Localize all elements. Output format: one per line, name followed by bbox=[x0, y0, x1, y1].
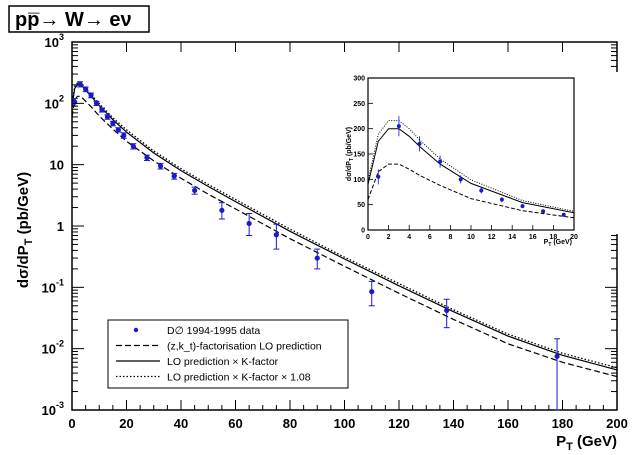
x-tick-label: 160 bbox=[497, 416, 519, 431]
data-point bbox=[144, 155, 150, 161]
legend-label: D∅ 1994-1995 data bbox=[167, 325, 260, 337]
series-line-dashed bbox=[71, 95, 618, 378]
data-point bbox=[192, 187, 198, 194]
legend-label: LO prediction × K-factor × 1.08 bbox=[167, 372, 311, 384]
y-tick-label: 1 bbox=[57, 219, 64, 234]
chart-title-box: pp̅→ W→ eν bbox=[8, 5, 150, 33]
data-point bbox=[99, 107, 105, 113]
inset-series-line-solid bbox=[367, 128, 575, 214]
inset-x-tick-label: 10 bbox=[467, 234, 475, 241]
data-point bbox=[72, 99, 78, 105]
inset-x-tick-label: 0 bbox=[366, 234, 370, 241]
inset-data-point bbox=[541, 209, 546, 214]
x-tick-label: 140 bbox=[443, 416, 465, 431]
legend-marker bbox=[133, 327, 139, 333]
x-tick-label: 0 bbox=[68, 416, 75, 431]
data-point bbox=[88, 92, 94, 98]
legend-label: (z,k_t)-factorisation LO prediction bbox=[167, 341, 322, 353]
legend: D∅ 1994-1995 data (z,k_t)-factorisation L… bbox=[107, 319, 349, 389]
data-point bbox=[121, 132, 127, 139]
x-tick-label: 20 bbox=[119, 416, 133, 431]
x-tick-label: 100 bbox=[334, 416, 356, 431]
data-point bbox=[369, 289, 375, 295]
data-point bbox=[219, 207, 225, 213]
inset-y-axis-title: dσ/dPT (pb/GeV) bbox=[346, 127, 355, 181]
inset-y-tick-label: 250 bbox=[353, 101, 365, 108]
inset-data-point bbox=[376, 174, 381, 179]
inset-y-tick-label: 50 bbox=[357, 202, 365, 209]
inset-y-tick-label: 300 bbox=[353, 76, 365, 83]
y-tick-label: 102 bbox=[45, 93, 64, 111]
x-tick-label: 200 bbox=[606, 416, 628, 431]
series-line-dotted bbox=[71, 82, 618, 369]
inset-data-point bbox=[499, 197, 504, 202]
y-tick-label: 10-3 bbox=[42, 400, 64, 418]
x-tick-label: 80 bbox=[283, 416, 297, 431]
data-point bbox=[314, 255, 320, 261]
svg-text:PT (GeV): PT (GeV) bbox=[556, 433, 617, 453]
inset-data-point bbox=[438, 159, 443, 164]
chart-title: pp̅→ W→ eν bbox=[15, 9, 132, 31]
inset-x-tick-label: 14 bbox=[508, 234, 516, 241]
data-point bbox=[104, 114, 111, 120]
data-point bbox=[554, 353, 560, 359]
data-point bbox=[444, 307, 450, 314]
data-point bbox=[77, 81, 83, 87]
inset-y-tick-label: 150 bbox=[353, 152, 365, 159]
inset-chart: 0 2 4 6 8 10 12 14 16 18 20 0 50 100 150 200 250 300 dσ/… bbox=[341, 72, 619, 248]
y-tick-label: 10-2 bbox=[42, 339, 64, 357]
x-tick-label: 40 bbox=[174, 416, 188, 431]
data-point bbox=[273, 232, 279, 238]
y-axis-title: dσ/dPT (pb/GeV) bbox=[15, 172, 35, 288]
svg-text:dσ/dPT (pb/GeV): dσ/dPT (pb/GeV) bbox=[15, 172, 35, 288]
inset-x-axis-title: PT (GeV) bbox=[544, 239, 572, 248]
inset-x-tick-label: 8 bbox=[448, 234, 452, 241]
data-point bbox=[130, 143, 136, 149]
inset-x-tick-label: 12 bbox=[488, 234, 496, 241]
inset-data-point bbox=[561, 212, 566, 217]
inset-x-tick-label: 16 bbox=[529, 234, 537, 241]
data-point bbox=[157, 163, 164, 169]
data-point bbox=[93, 100, 100, 106]
inset-y-tick-label: 100 bbox=[353, 177, 365, 184]
inset-y-tick-label: 200 bbox=[353, 126, 365, 133]
inset-data-point bbox=[396, 124, 401, 129]
x-tick-label: 180 bbox=[552, 416, 574, 431]
x-tick-label: 60 bbox=[228, 416, 242, 431]
inset-series-line-dashed bbox=[367, 163, 575, 219]
inset-x-tick-label: 20 bbox=[570, 234, 578, 241]
data-point bbox=[110, 120, 116, 127]
inset-x-tick-label: 18 bbox=[550, 234, 558, 241]
inset-x-tick-label: 6 bbox=[428, 234, 432, 241]
inset-y-tick-label: 0 bbox=[361, 228, 365, 235]
data-point bbox=[115, 127, 121, 133]
inset-data-point bbox=[479, 188, 484, 193]
inset-x-tick-label: 2 bbox=[387, 234, 391, 241]
svg-text:PT (GeV): PT (GeV) bbox=[544, 239, 572, 248]
svg-text:dσ/dPT (pb/GeV): dσ/dPT (pb/GeV) bbox=[346, 127, 355, 181]
inset-data-point bbox=[458, 177, 463, 182]
x-axis-title: PT (GeV) bbox=[556, 433, 617, 453]
y-tick-label: 10-1 bbox=[42, 277, 64, 295]
y-tick-label: 10 bbox=[50, 158, 64, 173]
y-tick-label: 103 bbox=[45, 32, 64, 50]
data-point bbox=[171, 173, 177, 179]
inset-x-tick-label: 4 bbox=[407, 234, 411, 241]
inset-data-point bbox=[417, 141, 422, 146]
inset-series-line-dotted bbox=[367, 120, 575, 212]
x-tick-label: 120 bbox=[388, 416, 410, 431]
inset-data-point bbox=[520, 204, 525, 209]
data-point bbox=[83, 86, 89, 92]
legend-label: LO prediction × K-factor bbox=[167, 356, 279, 368]
data-point bbox=[246, 220, 252, 227]
